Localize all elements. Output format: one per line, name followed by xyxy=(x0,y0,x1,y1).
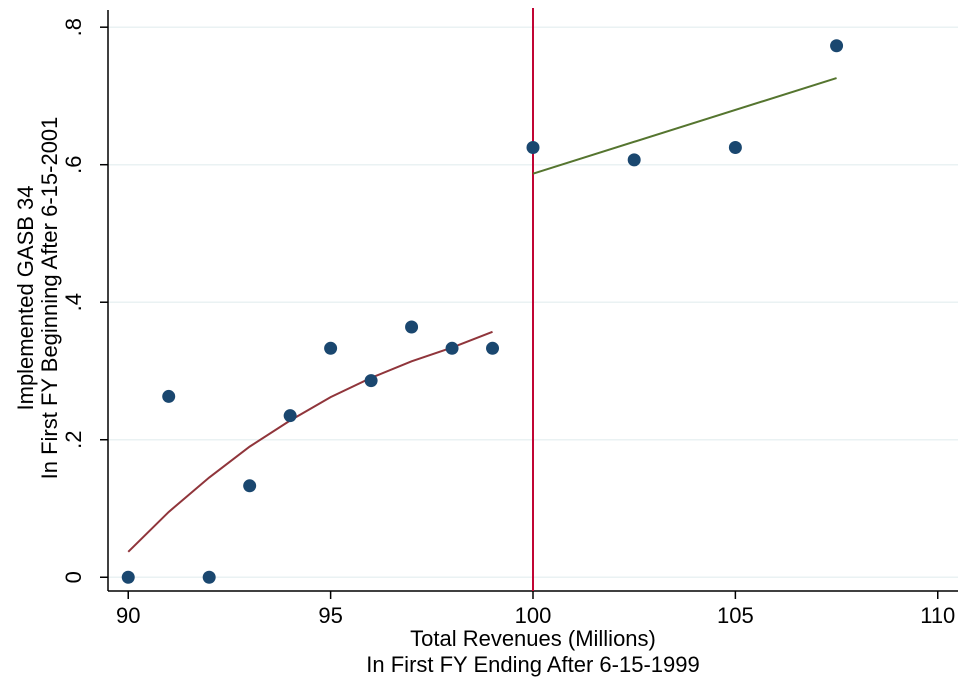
data-point xyxy=(627,153,641,167)
data-points xyxy=(121,39,844,584)
y-axis-title-line1: Implemented GASB 34 xyxy=(13,185,38,410)
data-point xyxy=(364,374,378,388)
quadratic-fit-line-left xyxy=(127,330,493,553)
x-tick-label: 100 xyxy=(515,603,552,628)
fit-lines xyxy=(127,77,837,553)
data-point xyxy=(405,320,419,334)
y-tick-label: .4 xyxy=(61,293,86,311)
data-point xyxy=(830,39,844,53)
data-point xyxy=(526,141,540,155)
x-axis-title-line2: In First FY Ending After 6-15-1999 xyxy=(366,652,699,677)
data-point xyxy=(243,479,257,493)
y-axis-ticks: 0 .2 .4 .6 .8 xyxy=(61,18,108,583)
x-axis-title-line1: Total Revenues (Millions) xyxy=(410,626,656,651)
y-tick-label: .2 xyxy=(61,431,86,449)
x-tick-label: 110 xyxy=(920,603,955,628)
data-point xyxy=(486,341,500,355)
y-tick-label: .6 xyxy=(61,156,86,174)
data-point xyxy=(202,570,216,584)
x-tick-label: 90 xyxy=(116,603,140,628)
data-point xyxy=(728,141,742,155)
data-point xyxy=(121,570,135,584)
y-axis-title-line2: In First FY Beginning After 6-15-2001 xyxy=(37,117,62,480)
data-point xyxy=(283,409,297,423)
x-tick-label: 95 xyxy=(318,603,342,628)
linear-fit-line-right xyxy=(532,77,837,175)
data-point xyxy=(324,341,338,355)
data-point xyxy=(162,389,176,403)
y-tick-label: .8 xyxy=(61,18,86,36)
x-tick-label: 105 xyxy=(717,603,754,628)
x-axis-ticks: 90 95 100 105 110 xyxy=(116,591,955,628)
data-point xyxy=(445,341,459,355)
y-tick-label: 0 xyxy=(61,571,86,583)
